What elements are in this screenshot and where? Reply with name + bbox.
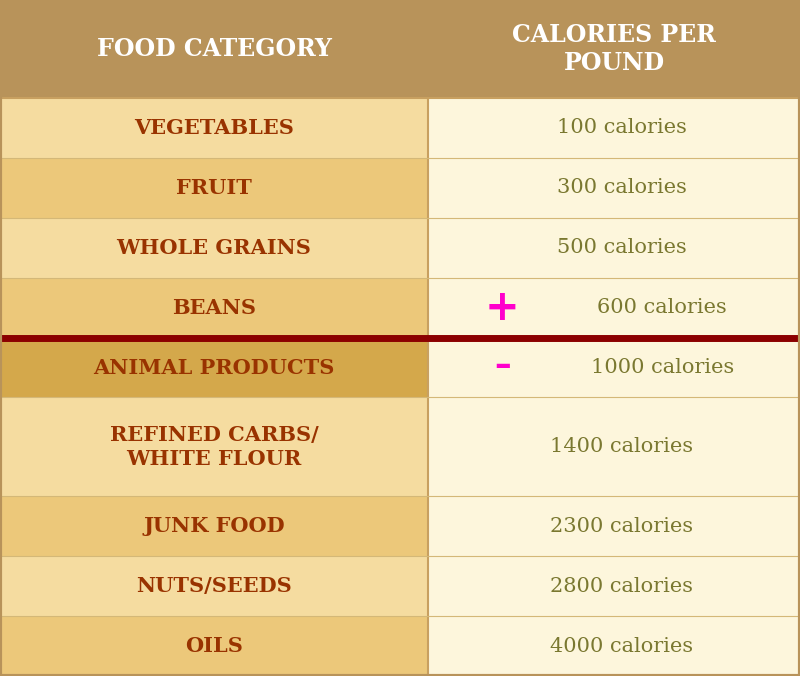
Text: 4000 calories: 4000 calories [550,637,693,656]
Text: 500 calories: 500 calories [557,238,686,258]
Text: 600 calories: 600 calories [598,298,727,317]
Bar [428,616,800,676]
Text: 1400 calories: 1400 calories [550,437,693,456]
Bar [428,0,800,98]
Text: FRUIT: FRUIT [176,178,252,198]
Text: BEANS: BEANS [172,297,256,318]
Text: 1000 calories: 1000 calories [590,358,734,377]
Text: WHOLE GRAINS: WHOLE GRAINS [117,238,311,258]
Text: 300 calories: 300 calories [557,178,686,197]
Bar [428,98,800,158]
Text: 2800 calories: 2800 calories [550,577,693,596]
Bar [0,496,428,556]
Bar [428,337,800,397]
Bar [0,0,428,98]
Bar [0,218,428,278]
Bar [428,556,800,616]
Bar [428,218,800,278]
Bar [428,278,800,337]
Bar [0,616,428,676]
Bar [0,278,428,337]
Bar [0,397,428,496]
Text: REFINED CARBS/
WHITE FLOUR: REFINED CARBS/ WHITE FLOUR [110,425,318,469]
Bar [428,158,800,218]
Bar [428,496,800,556]
Bar [0,556,428,616]
Text: –: – [494,349,510,382]
Text: FOOD CATEGORY: FOOD CATEGORY [97,37,331,61]
Text: OILS: OILS [185,636,243,656]
Text: 2300 calories: 2300 calories [550,516,693,536]
Text: JUNK FOOD: JUNK FOOD [143,516,285,536]
Text: +: + [485,287,520,329]
Bar [0,337,428,397]
Text: 100 calories: 100 calories [557,118,686,137]
Text: NUTS/SEEDS: NUTS/SEEDS [136,576,292,596]
Text: VEGETABLES: VEGETABLES [134,118,294,138]
Text: CALORIES PER
POUND: CALORIES PER POUND [512,22,716,76]
Bar [0,98,428,158]
Bar [428,397,800,496]
Text: ANIMAL PRODUCTS: ANIMAL PRODUCTS [94,358,334,377]
Bar [0,158,428,218]
